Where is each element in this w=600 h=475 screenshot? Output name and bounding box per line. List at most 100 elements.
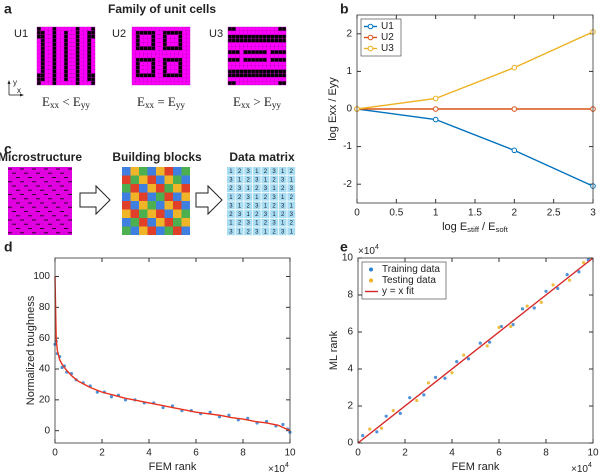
maze-wall [36,198,40,200]
matrix-entry: 2 [290,169,294,175]
data-point [368,427,372,431]
cell-pixel [274,69,279,74]
microstructure [8,167,72,235]
data-point [246,416,250,420]
cell-pixel [91,30,95,35]
matrix-entry: 3 [229,203,233,209]
cell-pixel [162,57,167,62]
maze-wall [24,211,28,212]
cell-grid [227,26,287,86]
cell-pixel [266,34,271,39]
axis-name: y [13,78,17,87]
maze-wall [44,181,48,183]
matrix-entry: 1 [290,203,294,209]
cell-pixel [270,73,275,78]
matrix-entry: 1 [246,186,250,192]
cell-pixel [247,38,252,43]
matrix-cell [278,175,287,184]
cell-pixel [166,46,171,51]
cell-pixel [52,61,57,66]
cell-pixel [52,46,57,51]
cell-pixel [151,69,156,74]
cell-pixel [278,69,283,74]
matrix-entry: 2 [264,221,268,227]
maze-wall [52,189,56,191]
maze-wall [56,219,60,221]
cell-condition: Exx > Eyy [233,94,281,110]
cell-pixel [251,34,256,39]
panel-label: b [340,1,349,17]
cell-pixel [75,46,80,51]
matrix-cell [287,210,296,218]
cell-pixel [247,69,252,74]
building-block [122,201,131,210]
cell-pixel [139,46,144,51]
matrix-entry: 2 [229,212,233,218]
data-point [426,381,431,385]
multiplier-base: ×10 [571,464,588,475]
cell-pixel [243,69,248,74]
cell-pixel [178,42,183,47]
cell-pixel [174,30,179,35]
maze-wall [20,206,24,208]
maze-wall [12,211,16,212]
matrix-entry: 2 [229,186,233,192]
matrix-cell [270,201,278,210]
matrix-entry: 1 [255,221,259,227]
cell-pixel [274,50,279,55]
maze-wall [36,172,40,174]
maze-wall [52,228,56,229]
y-tick-label: 20 [39,394,51,405]
cell-pixel [151,57,156,62]
building-block [147,167,156,176]
maze-wall [44,219,48,221]
cell-pixel [52,73,57,78]
matrix-cell [252,175,261,184]
x-tick-label: 2.5 [547,208,561,219]
matrix-entry: 2 [264,169,268,175]
series-line [357,257,594,444]
building-block [181,167,190,176]
cell-pixel [87,61,92,66]
cell-pixel [147,46,152,51]
cell-condition: Exx = Eyy [137,94,185,110]
x-tick-label: 8 [543,448,549,459]
cell-pixel [40,50,45,55]
building-block [147,192,156,201]
legend-label: Training data [382,264,440,275]
maze-wall [8,206,12,208]
matrix-cell [270,184,278,193]
cell-pixel [174,57,179,62]
x-axis-label: log Estiff / Esoft [442,221,509,234]
building-block [156,175,165,184]
cell-pixel [178,30,183,35]
cell-pixel [235,34,240,39]
matrix-entry: 2 [238,195,242,201]
cell-pixel [174,73,179,78]
cell-pixel [162,42,167,47]
x-multiplier: ×104 [268,462,289,475]
cell-pixel [40,54,45,58]
cell-condition-part: xx [50,100,60,110]
maze-wall [68,168,72,170]
cell-pixel [151,61,156,66]
cell-pixel [166,30,171,35]
maze-wall [12,198,16,200]
cell-grid [36,26,96,86]
cell-pixel [282,50,286,55]
cell-pixel [162,46,167,51]
maze-wall [60,185,64,187]
building-block [181,201,190,210]
legend-swatch [367,34,374,41]
x-tick-label: 10 [587,448,599,459]
matrix-cell [287,201,296,210]
cell-pixel [178,57,183,62]
cell-pixel [235,38,240,43]
cell-pixel [262,57,267,62]
cell-pixel [91,77,95,82]
matrix-cell [287,227,296,236]
matrix-entry: 3 [255,178,259,184]
matrix-cell [244,175,253,184]
building-block [139,175,148,184]
cell-pixel [278,81,283,85]
